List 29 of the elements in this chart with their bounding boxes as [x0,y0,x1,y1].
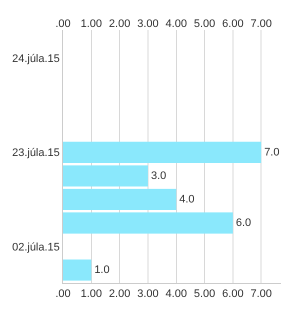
bar [63,165,148,187]
data-label: 4.0 [179,193,195,206]
x2-tick-label: 7.00 [250,18,272,30]
y-tick-label: 24.júla.15 [12,53,60,66]
x-tick-label: 5.00 [194,288,216,300]
data-label: 7.0 [264,146,280,158]
x2-tick-label: .00 [55,18,71,30]
data-label: 6.0 [236,216,252,229]
bar [63,188,176,210]
bar [63,259,92,281]
x2-tick-label: 3.00 [137,18,159,30]
x-tick-label: 2.00 [108,288,130,300]
x2-tick-label: 5.00 [194,18,216,30]
y-tick-label: 02.júla.15 [12,241,60,254]
data-label: 3.0 [150,170,166,182]
x2-tick-label: 6.00 [222,18,244,30]
x2-tick-label: 2.00 [108,18,130,30]
x-tick-label: 1.00 [80,288,102,300]
x-tick-label: 3.00 [137,288,159,300]
x2-tick-label: 4.00 [166,18,187,30]
x-tick-label: 4.00 [166,288,187,300]
bar [63,142,262,163]
x-tick-label: 7.00 [250,288,272,300]
y-tick-label: 23.júla.15 [12,147,60,160]
x2-tick-label: 1.00 [80,18,102,30]
data-label: 1.0 [94,264,110,276]
x-tick-label: .00 [55,288,71,300]
bar [63,212,233,234]
x-tick-label: 6.00 [222,288,244,300]
